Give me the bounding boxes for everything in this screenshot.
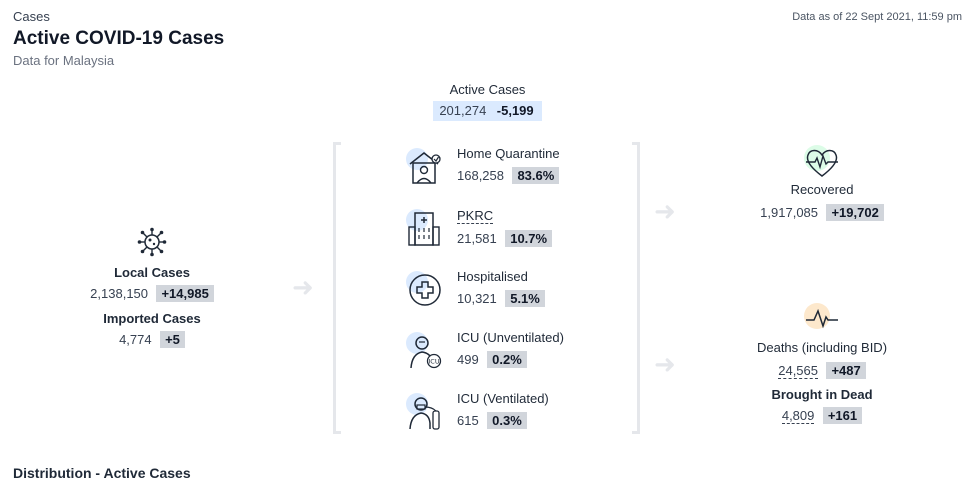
active-cases-label: Active Cases [449,82,526,97]
breakdown-item-pkrc: PKRC 21,581 10.7% [406,207,626,255]
medical-cross-icon [406,271,444,309]
svg-text:ICU: ICU [428,358,439,366]
imported-cases-label: Imported Cases [103,311,201,326]
virus-icon [136,226,168,258]
breakdown-name: ICU (Ventilated) [457,391,549,406]
breakdown-name: ICU (Unventilated) [457,330,564,345]
bid-label: Brought in Dead [771,387,873,402]
local-cases-value: 2,138,150 [90,286,149,301]
recovered-value: 1,917,085 [760,205,819,220]
active-cases-delta: -5,199 [494,103,536,118]
recovered-block: Recovered 1,917,085 +19,702 [732,182,912,222]
deaths-delta: +487 [826,362,866,379]
arrow-right-icon: ➜ [292,272,314,302]
ventilator-icon [406,393,444,431]
page-subtitle: Data for Malaysia [13,53,115,68]
local-cases-block: Local Cases 2,138,150 +14,985 Imported C… [62,265,242,349]
breakdown-item-home-quarantine: Home Quarantine 168,258 83.6% [406,146,626,194]
section-title-distribution: Distribution - Active Cases [13,465,191,481]
local-cases-label: Local Cases [114,265,190,280]
breakdown-value: 168,258 [457,168,504,183]
imported-cases-delta: +5 [160,331,185,348]
breakdown-pct: 0.2% [487,351,527,368]
bracket-left [333,142,341,434]
breakdown-item-icu-unventilated: ICU ICU (Unventilated) 499 0.2% [406,330,626,378]
bid-value[interactable]: 4,809 [781,408,815,424]
breakdown-name[interactable]: PKRC [457,208,494,224]
building-icon [406,209,444,247]
active-cases-value: 201,274 [439,103,487,118]
page-title: Active COVID-19 Cases [13,28,225,49]
breakdown-pct: 0.3% [487,412,527,429]
local-cases-delta: +14,985 [156,285,214,302]
recovered-delta: +19,702 [826,204,884,221]
arrow-right-icon: ➜ [654,349,676,379]
home-quarantine-icon [406,148,444,186]
active-cases-summary: Active Cases 201,274 -5,199 [405,82,570,121]
recovered-label: Recovered [790,182,854,197]
breakdown-value: 21,581 [457,231,497,246]
page-kicker: Cases [13,9,50,24]
deaths-block: Deaths (including BID) 24,565 +487 Broug… [722,340,922,425]
pulse-line-icon [804,303,840,333]
breakdown-pct: 10.7% [505,230,553,247]
arrow-right-icon: ➜ [654,196,676,226]
breakdown-value: 499 [457,352,479,367]
breakdown-item-hospitalised: Hospitalised 10,321 5.1% [406,269,626,317]
breakdown-value: 10,321 [457,291,497,306]
deaths-label: Deaths (including BID) [756,340,888,355]
deaths-value[interactable]: 24,565 [778,363,818,379]
breakdown-item-icu-ventilated: ICU (Ventilated) 615 0.3% [406,391,626,439]
breakdown-pct: 5.1% [505,290,545,307]
breakdown-value: 615 [457,413,479,428]
bracket-right [632,142,640,434]
bid-delta: +161 [822,407,863,424]
breakdown-pct: 83.6% [512,167,560,184]
breakdown-name: Home Quarantine [457,146,560,161]
icu-patient-icon: ICU [406,332,444,370]
heart-pulse-icon [804,145,840,179]
data-timestamp: Data as of 22 Sept 2021, 11:59 pm [792,11,962,23]
imported-cases-value: 4,774 [119,332,152,347]
breakdown-name: Hospitalised [457,269,528,284]
